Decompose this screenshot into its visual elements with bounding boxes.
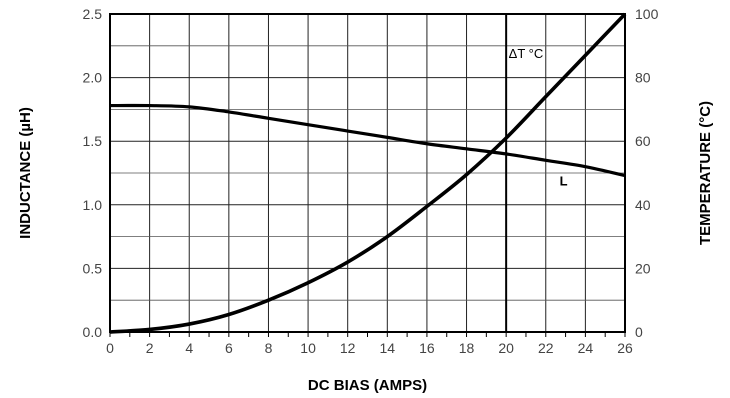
x-tick-label: 24 (578, 340, 594, 356)
annotation-l: L (560, 174, 568, 189)
y-right-axis-title: TEMPERATURE (°C) (697, 101, 714, 245)
y-left-tick-label: 0.0 (83, 324, 103, 340)
temperature-rise-curve (109, 12, 627, 334)
x-tick-label: 18 (459, 340, 475, 356)
annotation-delta-t: ΔT °C (509, 46, 544, 61)
x-tick-label: 12 (340, 340, 356, 356)
y-right-tick-label: 80 (635, 70, 651, 86)
x-tick-labels: 0 2 4 6 8 10 12 14 16 18 20 22 24 26 (106, 340, 633, 356)
x-tick-label: 22 (538, 340, 554, 356)
x-tick-label: 0 (106, 340, 114, 356)
plot-frame (109, 13, 626, 333)
y-left-axis-title: INDUCTANCE (µH) (17, 107, 34, 239)
x-tick-label: 8 (265, 340, 273, 356)
grid (109, 13, 626, 337)
x-tick-label: 20 (498, 340, 514, 356)
y-right-tick-label: 60 (635, 133, 651, 149)
y-left-tick-label: 1.5 (83, 133, 103, 149)
x-tick-label: 26 (617, 340, 633, 356)
x-tick-label: 10 (300, 340, 316, 356)
x-tick-label: 16 (419, 340, 435, 356)
inductance-curve (109, 103, 626, 178)
x-tick-label: 2 (146, 340, 154, 356)
y-right-tick-label: 40 (635, 197, 651, 213)
y-right-tick-label: 0 (635, 324, 643, 340)
y-left-tick-label: 2.5 (83, 6, 103, 22)
x-axis-title: DC BIAS (AMPS) (308, 377, 427, 394)
y-right-tick-label: 100 (635, 6, 659, 22)
y-right-tick-label: 20 (635, 260, 651, 276)
x-tick-label: 6 (225, 340, 233, 356)
y-left-tick-labels: 0.0 0.5 1.0 1.5 2.0 2.5 (83, 6, 103, 340)
y-right-tick-labels: 0 20 40 60 80 100 (635, 6, 659, 340)
y-left-tick-label: 0.5 (83, 260, 103, 276)
x-tick-label: 4 (185, 340, 193, 356)
y-left-tick-label: 2.0 (83, 70, 103, 86)
x-tick-label: 14 (380, 340, 396, 356)
y-left-tick-label: 1.0 (83, 197, 103, 213)
